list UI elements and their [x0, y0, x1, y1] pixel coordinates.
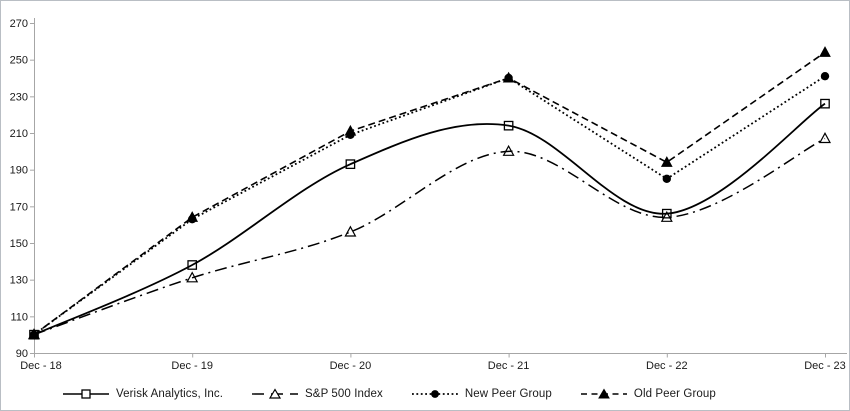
marker-filled-circle-new-peer-group: [346, 130, 355, 140]
marker-open-triangle-s-p-500-index: [660, 210, 673, 222]
legend-label-old-peer-group: Old Peer Group: [633, 388, 716, 400]
marker-filled-circle-new-peer-group: [820, 71, 830, 81]
marker-open-triangle-s-p-500-index: [502, 144, 515, 156]
legend-marker-open-triangle-dash-dot-line: [252, 388, 299, 399]
y-axis-label: 250: [10, 55, 28, 67]
x-axis-label: Dec - 18: [20, 360, 62, 372]
legend-marker-filled-triangle-dashed-line: [580, 388, 627, 399]
legend-item-verisk-analytics: Verisk Analytics, Inc.: [63, 388, 223, 400]
x-axis-label: Dec - 23: [804, 360, 846, 372]
marker-open-triangle-s-p-500-index: [344, 225, 357, 237]
marker-open-square-verisk-analytics-inc: [820, 98, 830, 109]
y-axis-label: 230: [10, 91, 28, 103]
x-axis-label: Dec - 20: [330, 360, 372, 372]
marker-filled-circle-new-peer-group: [662, 174, 671, 184]
legend-label-sp500-index: S&P 500 Index: [305, 388, 383, 400]
legend-label-new-peer-group: New Peer Group: [464, 388, 552, 400]
series-line-dotted: [33, 75, 826, 336]
y-axis-label: 110: [10, 311, 28, 323]
marker-filled-circle-new-peer-group: [188, 214, 197, 224]
legend-item-old-peer-group: Old Peer Group: [580, 388, 716, 400]
legend-marker-filled-circle-dotted-line: [411, 390, 458, 398]
y-axis-label: 210: [10, 128, 28, 140]
x-axis-label: Dec - 19: [171, 360, 213, 372]
series-line-dash-dot: [33, 137, 826, 336]
chart-legend: Verisk Analytics, Inc. S&P 500 Index New…: [63, 384, 716, 404]
marker-open-square-verisk-analytics-inc: [661, 208, 672, 219]
marker-open-square-verisk-analytics-inc: [345, 159, 356, 170]
marker-open-triangle-s-p-500-index: [186, 271, 199, 283]
marker-filled-triangle-old-peer-group: [819, 46, 831, 57]
marker-open-square-verisk-analytics-inc: [503, 120, 514, 131]
legend-item-sp500-index: S&P 500 Index: [252, 388, 383, 400]
marker-open-square-verisk-analytics-inc: [187, 260, 198, 270]
marker-open-triangle-s-p-500-index: [818, 132, 832, 144]
marker-filled-circle-new-peer-group: [504, 73, 513, 83]
y-axis-label: 270: [10, 18, 28, 30]
series-line-solid: [33, 102, 826, 336]
legend-item-new-peer-group: New Peer Group: [411, 388, 552, 400]
series-line-dashed: [33, 51, 826, 336]
y-axis-label: 130: [10, 275, 28, 287]
y-axis-label: 170: [10, 201, 28, 213]
legend-label-verisk-analytics: Verisk Analytics, Inc.: [116, 388, 224, 400]
marker-open-square-verisk-analytics-inc: [29, 329, 39, 340]
marker-filled-triangle-old-peer-group: [660, 156, 673, 167]
x-axis-label: Dec - 21: [488, 360, 530, 372]
x-axis-label: Dec - 22: [646, 360, 688, 372]
y-axis-label: 150: [10, 238, 28, 250]
y-axis-label: 190: [10, 165, 28, 177]
y-axis-label: 90: [16, 348, 28, 360]
legend-marker-open-square-solid-line: [63, 389, 109, 399]
